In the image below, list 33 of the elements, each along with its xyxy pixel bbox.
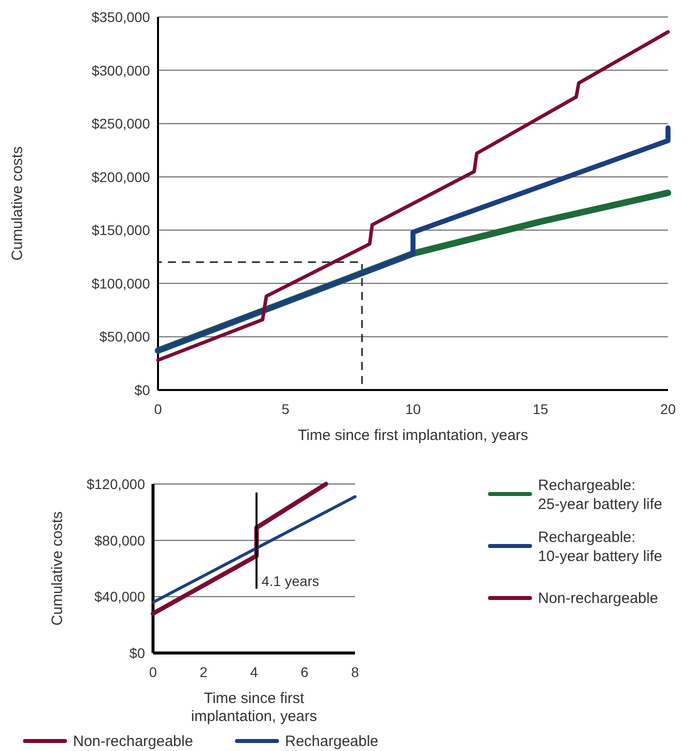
x-tick-label: 20: [660, 401, 676, 417]
y-axis-title: Cumulative costs: [9, 146, 26, 261]
y-axis-title: Cumulative costs: [49, 511, 66, 626]
x-tick-label: 15: [532, 401, 548, 417]
ref-line-label: 4.1 years: [262, 572, 320, 589]
x-tick-label: 5: [282, 401, 290, 417]
x-tick-label: 8: [351, 664, 360, 680]
line-series: [156, 30, 670, 362]
x-tick-label: 0: [149, 664, 158, 680]
y-tick-label: $100,000: [92, 275, 150, 292]
y-tick-label: $350,000: [92, 9, 150, 25]
y-tick-label: $120,000: [86, 476, 146, 492]
y-tick-label: $40,000: [94, 588, 146, 605]
y-tick-label: $50,000: [99, 328, 150, 345]
y-tick-label: $150,000: [92, 222, 150, 238]
y-tick-label: $200,000: [92, 168, 150, 185]
x-tick-label: 2: [200, 664, 208, 680]
x-tick-label: 10: [405, 401, 421, 417]
y-tick-label: $0: [134, 382, 150, 398]
legend-label: Non-rechargeable: [538, 590, 658, 607]
y-tick-label: $80,000: [94, 532, 146, 548]
legend-label: Rechargeable: 10-year battery life: [538, 529, 662, 565]
legend-label: Rechargeable: 25-year battery life: [538, 477, 662, 513]
x-tick-label: 4: [250, 664, 258, 680]
y-tick-label: $300,000: [92, 62, 150, 78]
x-tick-label: 6: [300, 664, 309, 680]
x-axis-title: Time since first implantation, years: [191, 690, 317, 725]
x-tick-label: 0: [154, 401, 162, 417]
y-tick-label: $250,000: [92, 116, 150, 132]
x-axis-title: Time since first implantation, years: [298, 427, 528, 444]
legend-label: Non-rechargeable: [73, 733, 194, 750]
legend-label: Rechargeable: [285, 733, 378, 750]
y-tick-label: $0: [129, 645, 146, 661]
